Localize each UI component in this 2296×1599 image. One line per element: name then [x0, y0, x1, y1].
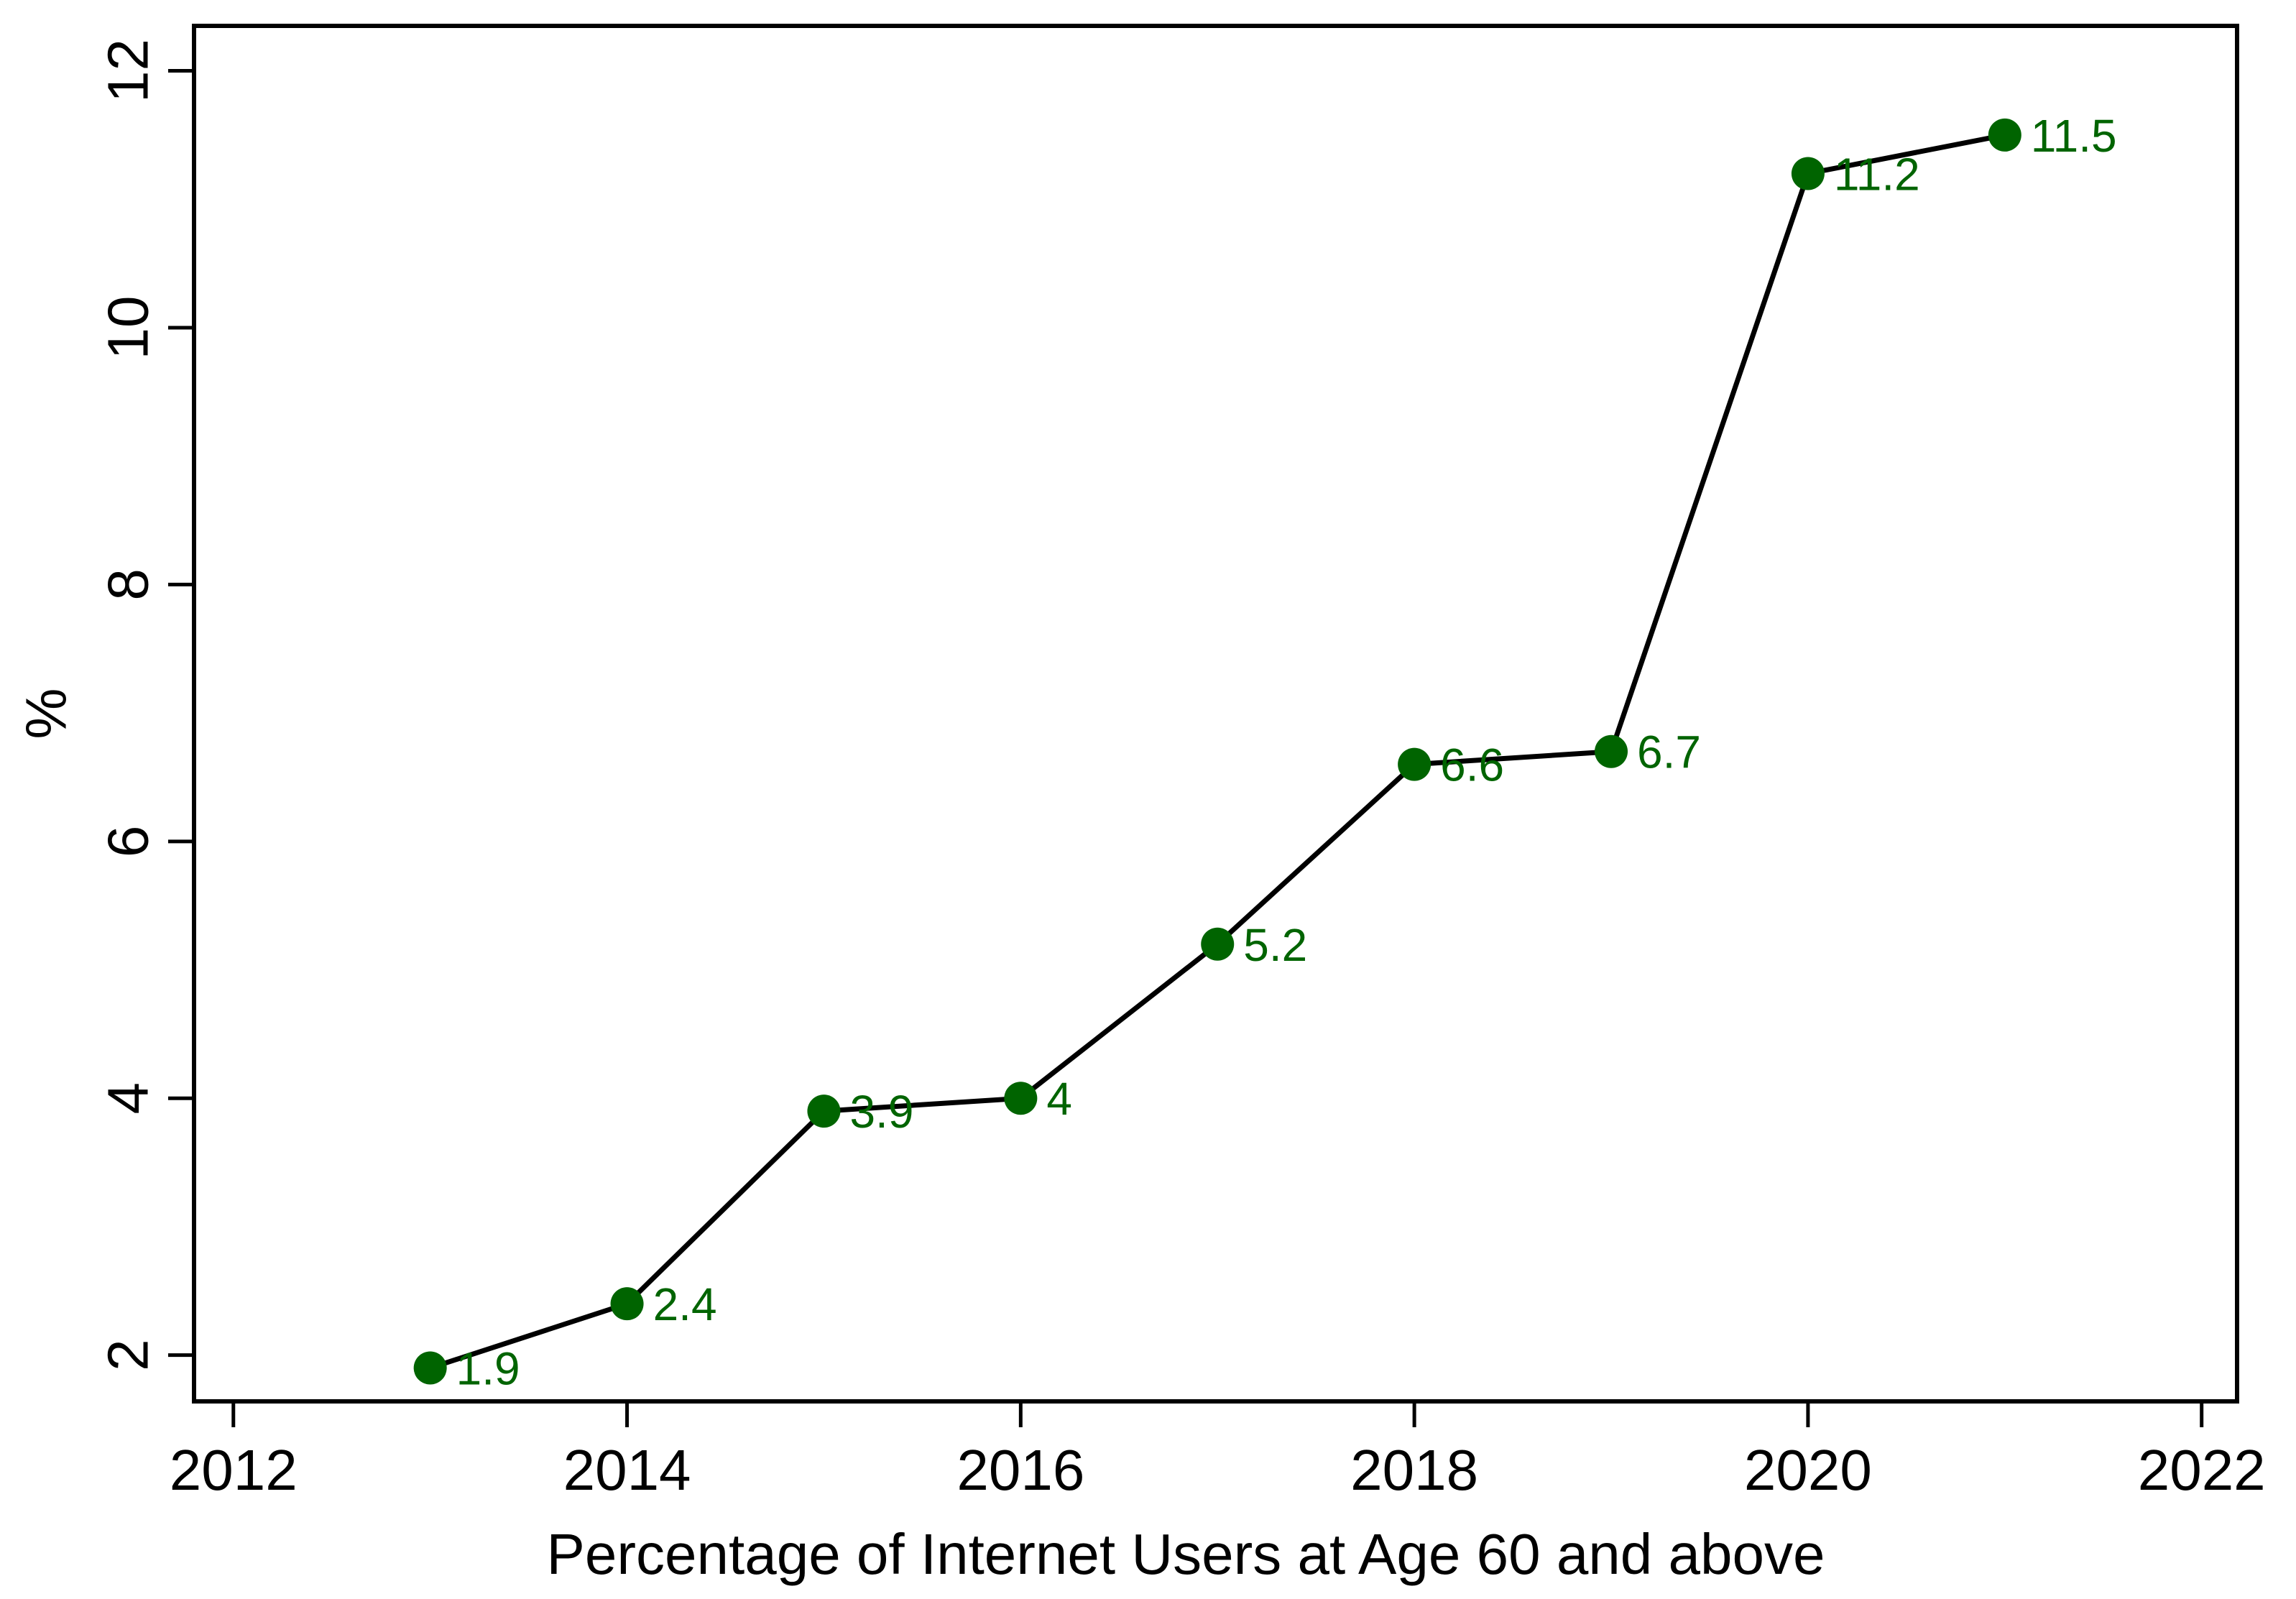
data-point-marker	[1988, 118, 2021, 152]
data-point-label: 6.6	[1440, 739, 1504, 791]
data-point-marker	[1004, 1082, 1038, 1115]
data-point-label: 6.7	[1637, 727, 1701, 778]
x-tick-label: 2022	[2138, 1438, 2266, 1502]
plot-border	[192, 24, 2239, 1404]
data-point-label: 11.2	[1834, 149, 1920, 201]
data-point-marker	[807, 1095, 841, 1128]
data-point-marker	[413, 1351, 447, 1385]
y-tick-label: 6	[96, 826, 160, 858]
data-point-marker	[1398, 747, 1431, 781]
x-tick-label: 2018	[1350, 1438, 1478, 1502]
x-axis-title: Percentage of Internet Users at Age 60 a…	[547, 1522, 1825, 1586]
data-point-label: 1.9	[456, 1343, 520, 1395]
x-tick-label: 2012	[170, 1438, 298, 1502]
y-axis: 2 4 6 8 10 12	[96, 39, 194, 1371]
data-point-marker	[1791, 157, 1825, 190]
x-tick-label: 2014	[563, 1438, 691, 1502]
x-tick-label: 2020	[1744, 1438, 1872, 1502]
x-axis: 2012 2014 2016 2018 2020 2022	[170, 1401, 2266, 1502]
y-tick-label: 2	[96, 1339, 160, 1371]
series-line	[428, 132, 2008, 1371]
y-tick-label: 8	[96, 568, 160, 601]
data-point-label: 3.9	[849, 1086, 913, 1138]
x-tick-label: 2016	[956, 1438, 1084, 1502]
y-tick-label: 12	[96, 39, 160, 103]
y-tick-label: 10	[96, 295, 160, 359]
data-point-marker	[610, 1287, 644, 1321]
data-point-label: 5.2	[1243, 919, 1307, 971]
data-point-marker	[1201, 927, 1235, 961]
y-tick-label: 4	[96, 1082, 160, 1115]
data-series	[413, 118, 2021, 1385]
data-point-label: 2.4	[653, 1278, 717, 1330]
data-point-label: 11.5	[2031, 110, 2117, 162]
plot-border-group	[192, 24, 2239, 1404]
data-point-labels: 1.9 2.4 3.9 4 5.2 6.6 6.7 11.2 11.5	[456, 110, 2117, 1395]
data-point-marker	[1595, 734, 1628, 768]
data-point-label: 4	[1046, 1073, 1072, 1125]
y-axis-title: %	[14, 688, 78, 739]
